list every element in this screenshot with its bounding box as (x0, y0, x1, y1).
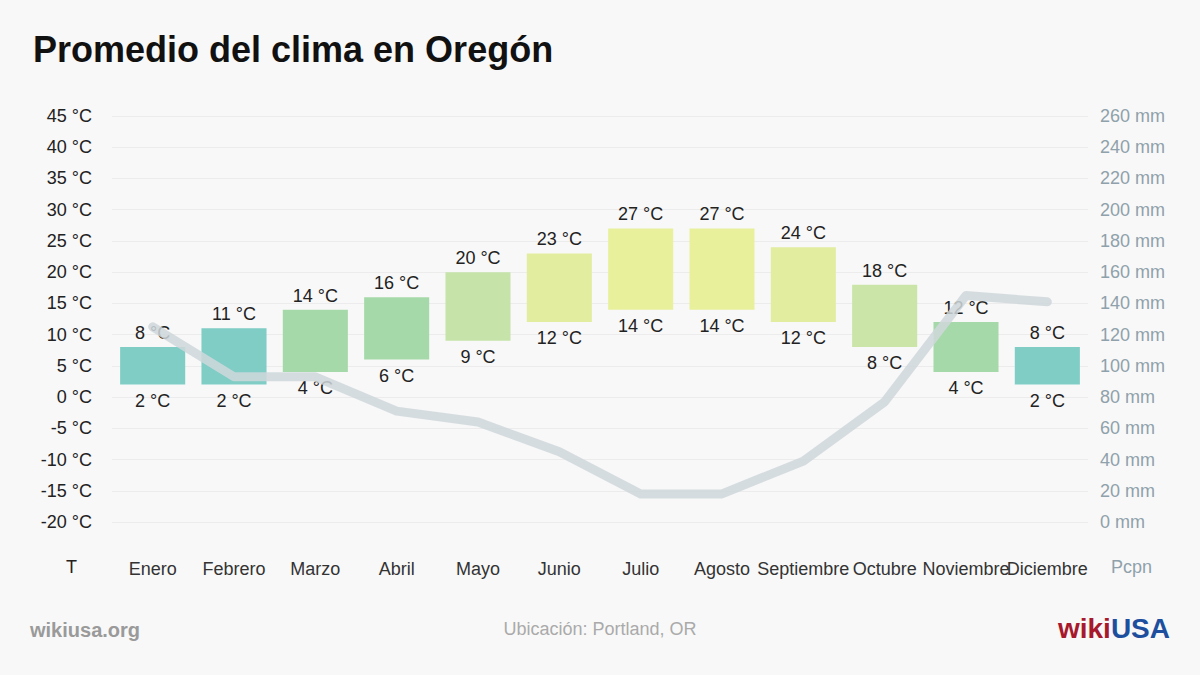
svg-text:260 mm: 260 mm (1100, 106, 1165, 126)
svg-text:Julio: Julio (622, 559, 659, 579)
svg-text:80 mm: 80 mm (1100, 387, 1155, 407)
svg-text:220 mm: 220 mm (1100, 168, 1165, 188)
svg-text:Noviembre: Noviembre (922, 559, 1009, 579)
svg-text:140 mm: 140 mm (1100, 293, 1165, 313)
svg-text:9 °C: 9 °C (460, 347, 495, 367)
svg-text:35 °C: 35 °C (47, 168, 92, 188)
svg-text:Pcpn: Pcpn (1111, 557, 1152, 577)
svg-text:40 mm: 40 mm (1100, 450, 1155, 470)
svg-text:Febrero: Febrero (202, 559, 265, 579)
svg-text:Marzo: Marzo (290, 559, 340, 579)
svg-text:T: T (66, 557, 77, 577)
svg-text:8 °C: 8 °C (135, 323, 171, 344)
svg-text:-5 °C: -5 °C (51, 418, 92, 438)
svg-text:10 °C: 10 °C (47, 325, 92, 345)
svg-text:18 °C: 18 °C (862, 261, 907, 281)
svg-text:40 °C: 40 °C (47, 137, 92, 157)
svg-text:100 mm: 100 mm (1100, 356, 1165, 376)
svg-text:wiki: wiki (1057, 613, 1111, 644)
svg-text:16 °C: 16 °C (374, 273, 419, 293)
svg-text:8 °C: 8 °C (1030, 323, 1065, 343)
svg-text:5 °C: 5 °C (57, 356, 92, 376)
svg-text:0 mm: 0 mm (1100, 512, 1145, 532)
svg-text:4 °C: 4 °C (297, 378, 333, 399)
svg-text:6 °C: 6 °C (379, 366, 414, 386)
svg-text:wikiusa.org: wikiusa.org (29, 619, 140, 641)
svg-text:14 °C: 14 °C (699, 316, 744, 336)
svg-text:-15 °C: -15 °C (41, 481, 92, 501)
svg-text:20 mm: 20 mm (1100, 481, 1155, 501)
svg-text:14 °C: 14 °C (618, 316, 663, 336)
svg-text:0 °C: 0 °C (57, 387, 92, 407)
svg-text:Abril: Abril (379, 559, 415, 579)
svg-text:27 °C: 27 °C (699, 204, 744, 224)
svg-text:Septiembre: Septiembre (757, 559, 849, 579)
svg-text:Agosto: Agosto (694, 559, 750, 579)
svg-text:Junio: Junio (538, 559, 581, 579)
svg-text:25 °C: 25 °C (47, 231, 92, 251)
svg-text:Mayo: Mayo (456, 559, 500, 579)
svg-text:20 °C: 20 °C (47, 262, 92, 282)
svg-text:Promedio del clima en Oregón: Promedio del clima en Oregón (33, 29, 553, 70)
svg-text:45 °C: 45 °C (47, 106, 92, 126)
svg-text:24 °C: 24 °C (781, 223, 826, 243)
svg-text:-20 °C: -20 °C (41, 512, 92, 532)
svg-text:-10 °C: -10 °C (41, 450, 92, 470)
svg-text:Enero: Enero (129, 559, 177, 579)
svg-text:30 °C: 30 °C (47, 200, 92, 220)
svg-text:2 °C: 2 °C (1030, 391, 1065, 411)
svg-text:11 °C: 11 °C (212, 304, 256, 324)
svg-text:2 °C: 2 °C (216, 391, 251, 411)
svg-text:8 °C: 8 °C (867, 353, 902, 373)
svg-text:160 mm: 160 mm (1100, 262, 1165, 282)
svg-text:15 °C: 15 °C (47, 293, 92, 313)
svg-text:Ubicación: Portland, OR: Ubicación: Portland, OR (503, 619, 696, 639)
svg-text:Diciembre: Diciembre (1007, 559, 1088, 579)
svg-text:60 mm: 60 mm (1100, 418, 1155, 438)
svg-text:Octubre: Octubre (853, 559, 917, 579)
svg-text:12 °C: 12 °C (943, 298, 989, 319)
svg-text:20 °C: 20 °C (455, 248, 500, 268)
svg-text:23 °C: 23 °C (537, 229, 582, 249)
svg-text:12 °C: 12 °C (781, 328, 826, 348)
svg-text:27 °C: 27 °C (618, 204, 663, 224)
svg-text:USA: USA (1111, 613, 1170, 644)
svg-text:240 mm: 240 mm (1100, 137, 1165, 157)
svg-text:2 °C: 2 °C (135, 391, 170, 411)
svg-text:4 °C: 4 °C (948, 378, 983, 398)
svg-text:120 mm: 120 mm (1100, 325, 1165, 345)
svg-text:14 °C: 14 °C (293, 286, 338, 306)
svg-text:180 mm: 180 mm (1100, 231, 1165, 251)
svg-text:12 °C: 12 °C (537, 328, 582, 348)
svg-text:200 mm: 200 mm (1100, 200, 1165, 220)
